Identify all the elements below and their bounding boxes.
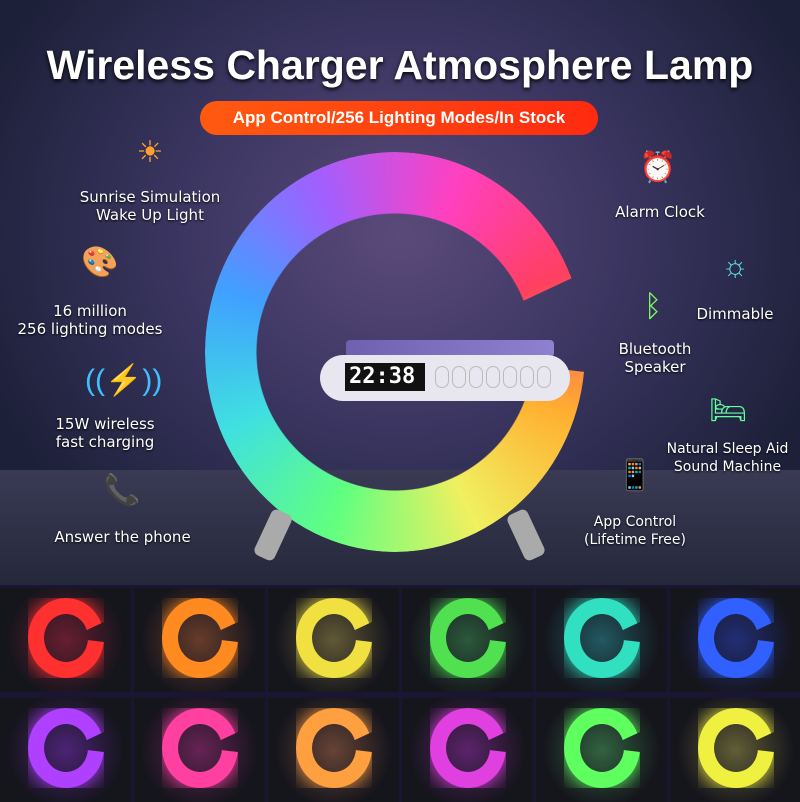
feature-dimmable: Dimmable — [696, 305, 774, 323]
lamp-ring — [564, 708, 640, 788]
feature-badge: App Control/256 Lighting Modes/In Stock — [200, 101, 598, 135]
lamp-ring — [698, 708, 774, 788]
feature-charging: 15W wireless fast charging — [55, 415, 155, 451]
color-variant-tile — [268, 588, 399, 692]
alarm-clock-icon: ⏰ — [639, 151, 677, 184]
color-variant-tile — [402, 698, 533, 802]
feature-alarm: Alarm Clock — [615, 203, 705, 221]
phone-icon: 📞 — [103, 474, 141, 507]
lamp-ring — [698, 598, 774, 678]
lamp-button — [452, 366, 466, 388]
lamp-ring — [162, 598, 238, 678]
color-variant-tile — [670, 588, 800, 692]
color-variant-tile — [134, 698, 265, 802]
feature-sleep-aid: Natural Sleep Aid Sound Machine — [666, 441, 789, 475]
lamp-button — [486, 366, 500, 388]
wireless-charging-icon: ((⚡)) — [85, 364, 163, 397]
color-variant-tile — [0, 698, 131, 802]
lamp-ring — [162, 708, 238, 788]
feature-sunrise: Sunrise Simulation Wake Up Light — [79, 188, 221, 224]
app-control-icon: 📱 — [616, 459, 654, 492]
feature-answer-phone: Answer the phone — [54, 528, 191, 546]
palette-icon: 🎨 — [81, 246, 119, 279]
lamp-ring — [296, 598, 372, 678]
feature-bluetooth: Bluetooth Speaker — [618, 340, 692, 376]
page-title: Wireless Charger Atmosphere Lamp — [46, 42, 754, 88]
lamp-ring — [564, 598, 640, 678]
color-variant-tile — [536, 588, 667, 692]
lamp-button — [503, 366, 517, 388]
clock-time: 22:38 — [349, 364, 416, 389]
lamp-ring — [430, 708, 506, 788]
lamp-ring — [296, 708, 372, 788]
lamp-ring — [28, 598, 104, 678]
lamp-button — [537, 366, 551, 388]
color-variant-tile — [0, 588, 131, 692]
color-variant-tile — [268, 698, 399, 802]
lamp-ring — [430, 598, 506, 678]
smartphone — [346, 340, 554, 357]
bed-icon: 🛏 — [708, 394, 748, 427]
color-variant-tile — [536, 698, 667, 802]
feature-app-control: App Control (Lifetime Free) — [584, 514, 686, 548]
color-variant-tile — [134, 588, 265, 692]
clock-display: 22:38 — [345, 363, 425, 391]
color-variant-tile — [670, 698, 800, 802]
lamp-button — [520, 366, 534, 388]
sunrise-icon: ☀ — [136, 136, 164, 169]
color-variant-tile — [402, 588, 533, 692]
lamp-button — [435, 366, 449, 388]
brightness-icon: ☼ — [721, 250, 749, 283]
feature-lighting: 16 million 256 lighting modes — [17, 302, 163, 338]
lamp-button — [469, 366, 483, 388]
lamp-ring — [28, 708, 104, 788]
bluetooth-icon: ᛒ — [644, 290, 662, 323]
